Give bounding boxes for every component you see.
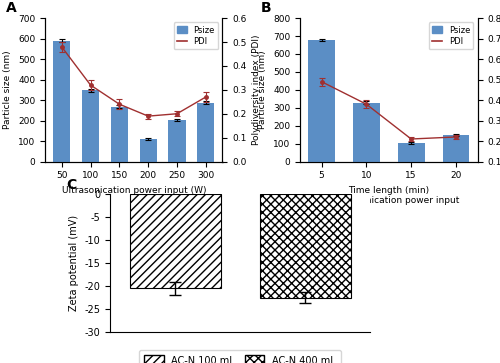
Bar	[442, 135, 469, 162]
Bar	[168, 119, 186, 162]
Text: A: A	[6, 1, 16, 15]
Y-axis label: Particle size (nm): Particle size (nm)	[4, 50, 13, 129]
Legend: Psize, PDI: Psize, PDI	[174, 22, 218, 49]
Legend: Psize, PDI: Psize, PDI	[428, 22, 474, 49]
Bar	[110, 107, 128, 162]
Bar	[260, 194, 350, 298]
X-axis label: Ultrasonication power input (W): Ultrasonication power input (W)	[62, 186, 206, 195]
Bar	[82, 90, 99, 162]
Bar	[398, 143, 424, 162]
Y-axis label: Zeta potential (mV): Zeta potential (mV)	[68, 215, 78, 311]
Text: B: B	[261, 1, 272, 15]
Legend: AC-N 100 mL, AC-N 400 mL: AC-N 100 mL, AC-N 400 mL	[140, 350, 340, 363]
X-axis label: Time length (min)
for ultrasonication power input: Time length (min) for ultrasonication po…	[318, 186, 459, 205]
Bar	[308, 40, 335, 162]
Bar	[130, 194, 220, 289]
Bar	[197, 102, 214, 162]
Bar	[353, 103, 380, 162]
Bar	[53, 41, 70, 162]
Y-axis label: Particle size (nm): Particle size (nm)	[258, 50, 268, 129]
Bar	[140, 139, 157, 162]
Text: C: C	[66, 178, 76, 192]
Y-axis label: Polydiversity index (PDI): Polydiversity index (PDI)	[252, 34, 261, 145]
